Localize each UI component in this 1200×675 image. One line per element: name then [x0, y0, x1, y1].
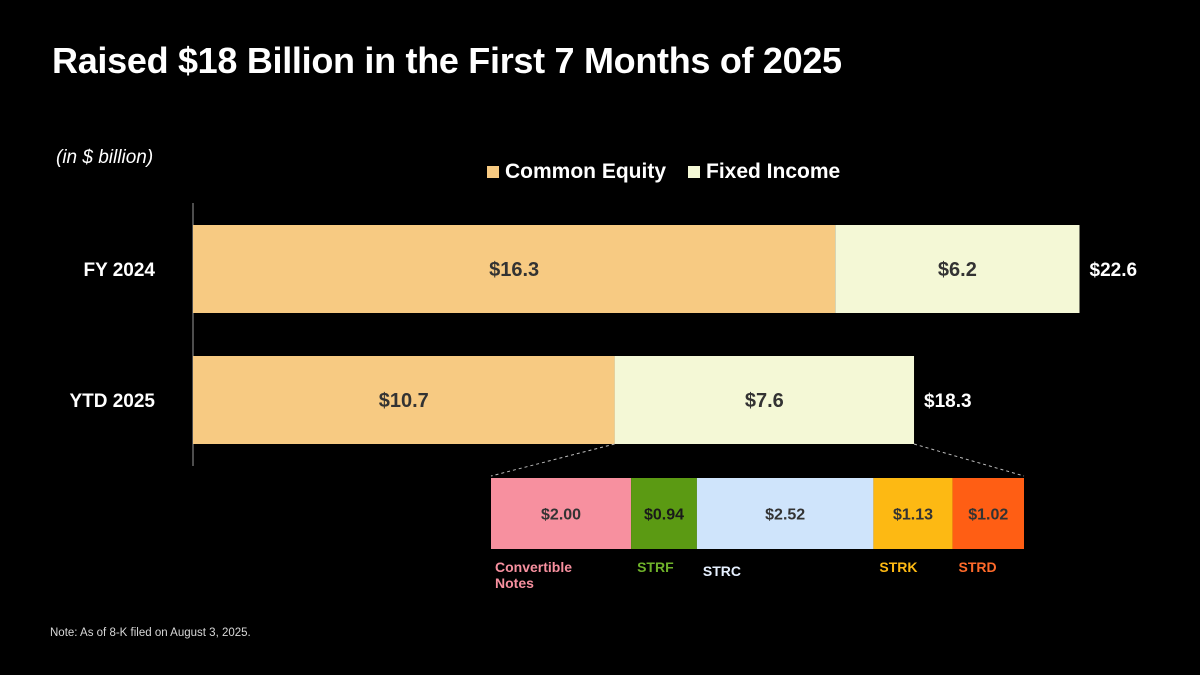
connector-line-right [913, 443, 1025, 477]
breakdown-data-label-strf: $0.94 [644, 507, 684, 524]
data-label-fixed-income-ytd-2025: $7.6 [745, 390, 784, 412]
breakdown-name-strk: STRK [879, 559, 917, 575]
breakdown-bar-strk [873, 478, 953, 549]
bar-fixed-income-fy-2024 [835, 225, 1080, 313]
data-label-common-equity-ytd-2025: $10.7 [379, 390, 429, 412]
legend-swatch-common-equity [487, 166, 499, 178]
breakdown-name-strc: STRC [703, 563, 741, 579]
breakdown-bar-strd [952, 478, 1024, 549]
total-label-ytd-2025: $18.3 [924, 391, 972, 412]
bar-common-equity-ytd-2025 [193, 356, 615, 444]
breakdown-name-strd: STRD [959, 559, 997, 575]
category-label-fy-2024: FY 2024 [84, 260, 156, 281]
category-label-ytd-2025: YTD 2025 [69, 391, 155, 412]
legend-item-common-equity: Common Equity [487, 160, 666, 184]
data-label-common-equity-fy-2024: $16.3 [489, 259, 539, 281]
breakdown-name-convertible-notes-line2: Notes [495, 575, 534, 591]
data-label-fixed-income-fy-2024: $6.2 [938, 259, 977, 281]
connector-line-left [490, 443, 615, 477]
page-title: Raised $18 Billion in the First 7 Months… [52, 40, 842, 81]
breakdown-data-label-strc: $2.52 [765, 507, 805, 524]
breakdown-data-label-strk: $1.13 [893, 507, 933, 524]
breakdown-name-strf: STRF [637, 559, 674, 575]
units-label: (in $ billion) [56, 147, 154, 168]
bar-common-equity-fy-2024 [193, 225, 836, 313]
breakdown-bar-strf [631, 478, 697, 549]
bar-fixed-income-ytd-2025 [614, 356, 915, 444]
breakdown-data-label-strd: $1.02 [968, 507, 1008, 524]
chart-legend: Common Equity Fixed Income [487, 160, 840, 184]
footnote: Note: As of 8-K filed on August 3, 2025. [50, 627, 251, 639]
legend-item-fixed-income: Fixed Income [688, 160, 840, 184]
legend-swatch-fixed-income [688, 166, 700, 178]
legend-label-common-equity: Common Equity [505, 160, 666, 183]
breakdown-name-convertible-notes: Convertible [495, 559, 572, 575]
legend-label-fixed-income: Fixed Income [706, 160, 841, 183]
breakdown-data-label-convertible-notes: $2.00 [541, 507, 581, 524]
total-label-fy-2024: $22.6 [1090, 260, 1138, 281]
breakdown-bar-strc [696, 478, 874, 549]
breakdown-bar-convertible-notes [491, 478, 632, 549]
